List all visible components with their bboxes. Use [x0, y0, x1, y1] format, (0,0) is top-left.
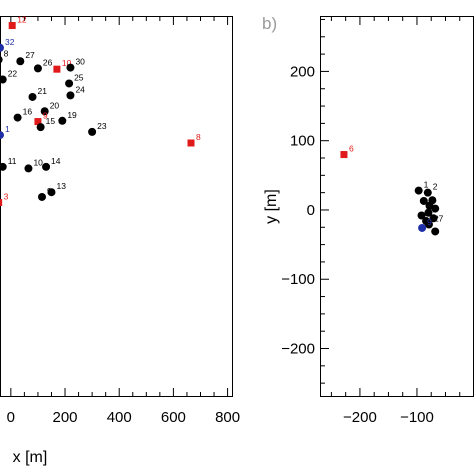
black-circle-marker	[40, 107, 49, 116]
point-label: 16	[23, 107, 33, 117]
point-label: 13	[56, 181, 66, 191]
red-square-marker	[187, 139, 195, 147]
y-tick-label: 100	[290, 133, 315, 150]
point-label: 2	[433, 182, 438, 192]
plot-frame	[320, 16, 474, 397]
point-label: 14	[51, 156, 61, 166]
x-tick-label: 0	[7, 409, 15, 426]
point-label: 27	[25, 50, 35, 60]
black-circle-marker	[13, 113, 22, 122]
plot-frame	[0, 16, 233, 397]
red-square-marker	[53, 65, 61, 73]
point-label: 22	[8, 69, 18, 79]
point-label: 24	[75, 84, 85, 94]
point-label: 17	[427, 205, 437, 215]
point-label: 8	[4, 49, 9, 59]
y-axis-label: y [m]	[263, 189, 280, 224]
black-circle-marker	[419, 196, 428, 205]
blue-circle-marker	[0, 43, 4, 52]
black-circle-marker	[429, 214, 438, 223]
point-label: 11	[8, 156, 17, 166]
y-tick-label: −100	[281, 271, 315, 288]
x-tick-label: 400	[107, 409, 132, 426]
point-label: 30	[75, 57, 85, 67]
panel-letter: b)	[262, 14, 277, 33]
point-label: 26	[43, 57, 53, 67]
point-label: 23	[97, 121, 107, 131]
black-circle-marker	[37, 192, 46, 201]
black-circle-marker	[33, 64, 42, 73]
black-circle-marker	[24, 164, 33, 173]
black-circle-marker	[417, 211, 426, 220]
point-label: 25	[74, 72, 84, 82]
x-tick-label: 200	[53, 409, 78, 426]
blue-circle-marker	[418, 223, 427, 232]
black-circle-marker	[65, 79, 74, 88]
x-tick-label: 800	[215, 409, 240, 426]
point-label: 3	[4, 192, 9, 202]
black-circle-marker	[36, 123, 45, 132]
black-circle-marker	[28, 92, 37, 101]
point-label: 27	[434, 214, 444, 224]
x-tick-label: 600	[161, 409, 186, 426]
point-label: 15	[46, 116, 56, 126]
black-circle-marker	[66, 63, 75, 72]
red-square-marker	[8, 22, 16, 30]
black-circle-marker	[58, 116, 67, 125]
black-circle-marker	[47, 188, 56, 197]
point-label: 10	[33, 157, 43, 167]
x-axis-label: x [m]	[13, 449, 48, 466]
point-label: 10	[62, 58, 72, 68]
black-circle-marker	[424, 208, 433, 217]
point-label: 20	[50, 100, 60, 110]
point-label: 6	[349, 144, 354, 154]
point-label: 8	[196, 132, 201, 142]
point-label: 32	[5, 37, 15, 47]
black-circle-marker	[424, 220, 433, 229]
black-circle-marker	[0, 162, 7, 171]
red-square-marker	[340, 151, 348, 159]
black-circle-marker	[42, 162, 51, 171]
red-square-marker	[0, 199, 3, 207]
black-circle-marker	[431, 204, 440, 213]
black-circle-marker	[0, 55, 3, 64]
x-tick-label: −200	[343, 409, 377, 426]
point-label: 19	[67, 110, 77, 120]
y-tick-label: −200	[281, 341, 315, 358]
point-label: 9	[43, 111, 48, 121]
blue-circle-marker	[0, 131, 4, 140]
y-tick-label: 0	[307, 202, 315, 219]
point-label: 9	[427, 217, 432, 227]
y-tick-label: 200	[290, 63, 315, 80]
black-circle-marker	[16, 57, 25, 66]
black-circle-marker	[88, 127, 97, 136]
red-square-marker	[34, 118, 42, 126]
x-tick-label: −100	[400, 409, 434, 426]
black-circle-marker	[66, 91, 75, 100]
black-circle-marker	[0, 75, 7, 84]
point-label: 1	[5, 124, 10, 134]
point-label: 12	[17, 15, 27, 25]
point-label: 21	[38, 86, 48, 96]
black-circle-marker	[414, 186, 423, 195]
point-label: 1	[424, 180, 429, 190]
point-label: 9	[47, 186, 52, 196]
black-circle-marker	[431, 227, 440, 236]
black-circle-marker	[423, 188, 432, 197]
